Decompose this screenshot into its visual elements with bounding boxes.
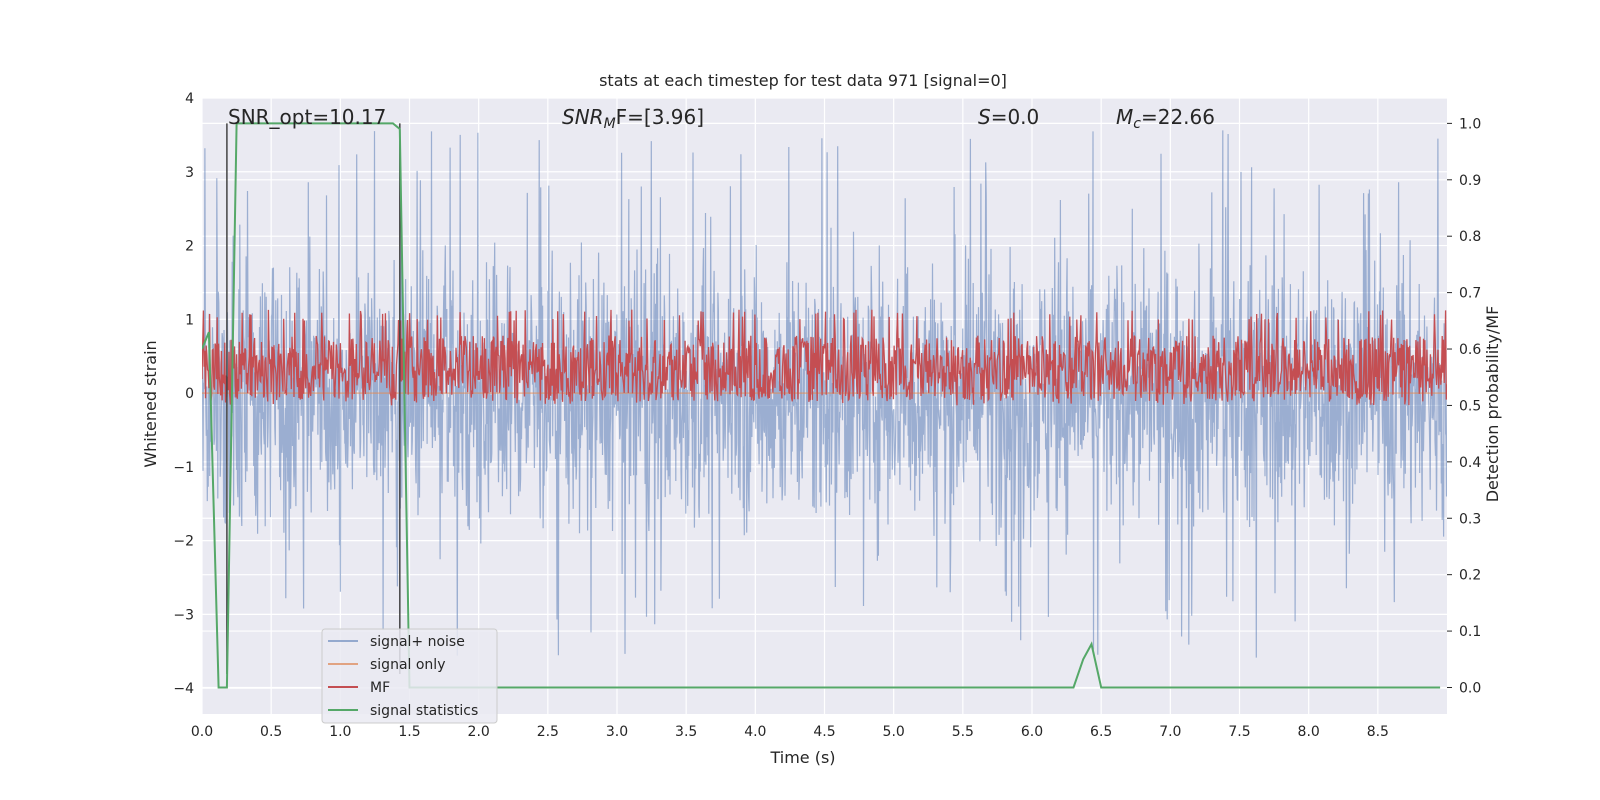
legend-label-mf: MF (370, 680, 390, 696)
y-left-tick-label: −1 (173, 460, 194, 476)
series-signal-statistics (202, 122, 1441, 689)
annotation-snr-mf-symbol: SNR (562, 105, 604, 129)
y-axis-left-label: Whitened strain (141, 340, 160, 467)
legend-label-signal-statistics: signal statistics (370, 703, 478, 719)
x-tick-label: 6.5 (1090, 724, 1112, 740)
x-tick-label: 3.5 (675, 724, 697, 740)
y-left-tick-label: −4 (173, 681, 194, 697)
y-right-tick-label: 0.3 (1459, 511, 1481, 527)
y-right-tick-label: 0.6 (1459, 342, 1481, 358)
vertical-markers (226, 123, 401, 674)
x-tick-label: 5.0 (883, 724, 905, 740)
x-tick-label: 5.5 (952, 724, 974, 740)
x-axis-ticks: 0.0 0.5 1.0 1.5 2.0 2.5 3.0 3.5 4.0 4.5 5.0 5.5 6.0 6… (191, 724, 1389, 740)
annotation-snr-opt: SNR_opt=10.17 (228, 105, 386, 129)
x-tick-label: 3.0 (606, 724, 628, 740)
y-left-tick-label: 0 (185, 386, 194, 402)
legend: signal+ noise signal only MF signal stat… (321, 628, 498, 724)
annotation-mc-value: =22.66 (1141, 105, 1215, 129)
x-tick-label: 7.0 (1159, 724, 1181, 740)
series-signal-noise (202, 130, 1447, 658)
x-tick-label: 1.5 (398, 724, 420, 740)
y-left-tick-label: 3 (185, 165, 194, 181)
y-right-tick-label: 0.2 (1459, 568, 1481, 584)
legend-box (321, 628, 498, 724)
y-right-tick-label: 1.0 (1459, 116, 1481, 132)
y-right-tick-label: 0.8 (1459, 229, 1481, 245)
y-right-tick-label: 0.9 (1459, 173, 1481, 189)
y-right-tick-label: 0.7 (1459, 286, 1481, 302)
annotation-s: S=0.0 (978, 105, 1039, 129)
y-left-tick-label: −2 (173, 534, 194, 550)
y-axis-right-ticks: 1.0 0.9 0.8 0.7 0.6 0.5 0.4 0.3 0.2 0.1 0.0 (1447, 116, 1481, 696)
y-right-tick-label: 0.5 (1459, 398, 1481, 414)
x-tick-label: 8.0 (1298, 724, 1320, 740)
y-right-tick-label: 0.0 (1459, 680, 1481, 696)
x-tick-label: 8.5 (1367, 724, 1389, 740)
annotation-mc-subscript: c (1133, 116, 1141, 132)
y-left-tick-label: 4 (185, 91, 194, 107)
annotation-snr-mf-subscript: M (604, 116, 616, 132)
annotation-s-symbol: S (978, 105, 991, 129)
y-right-tick-label: 0.4 (1459, 455, 1481, 471)
annotation-mc: Mc=22.66 (1116, 105, 1215, 132)
x-tick-label: 2.0 (468, 724, 490, 740)
y-left-tick-label: 1 (185, 312, 194, 328)
y-axis-right-label: Detection probability/MF (1483, 306, 1502, 503)
annotation-snr-mf-value: F=[3.96] (616, 105, 704, 129)
annotation-s-value: =0.0 (991, 105, 1040, 129)
legend-label-signal-noise: signal+ noise (370, 634, 465, 650)
x-tick-label: 2.5 (537, 724, 559, 740)
x-tick-label: 4.0 (744, 724, 766, 740)
y-left-tick-label: 2 (185, 239, 194, 255)
series-mf (202, 309, 1447, 406)
chart-title: stats at each timestep for test data 971… (599, 71, 1007, 90)
x-tick-label: 0.5 (260, 724, 282, 740)
x-tick-label: 6.0 (1021, 724, 1043, 740)
y-axis-left-ticks: 4 3 2 1 0 −1 −2 −3 −4 (173, 91, 194, 697)
x-tick-label: 1.0 (329, 724, 351, 740)
y-right-tick-label: 0.1 (1459, 624, 1481, 640)
x-axis-label: Time (s) (769, 748, 835, 767)
annotation-mc-symbol: M (1116, 105, 1133, 129)
x-tick-label: 4.5 (813, 724, 835, 740)
y-left-tick-label: −3 (173, 607, 194, 623)
annotation-snr-mf: SNRMF=[3.96] (562, 105, 704, 132)
x-tick-label: 7.5 (1228, 724, 1250, 740)
legend-label-signal-only: signal only (370, 657, 445, 673)
x-tick-label: 0.0 (191, 724, 213, 740)
